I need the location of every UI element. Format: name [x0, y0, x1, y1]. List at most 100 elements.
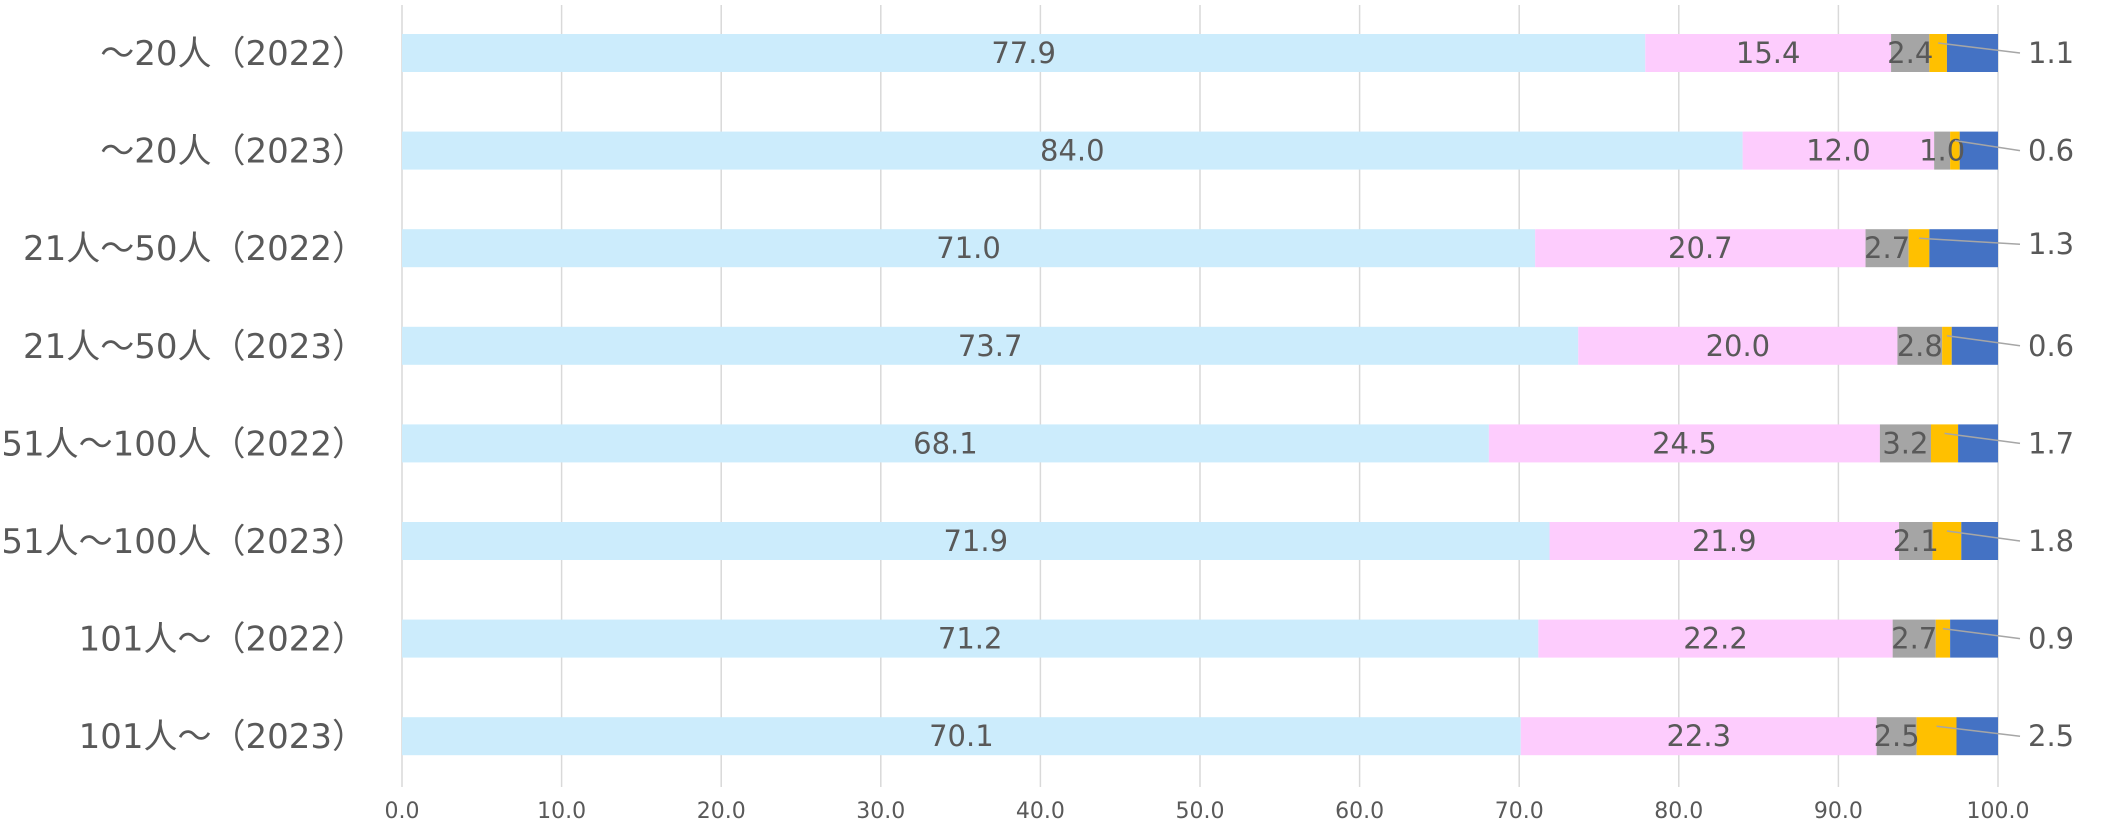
- bar-segment: [1934, 131, 1951, 170]
- data-label: 0.9: [2028, 622, 2074, 656]
- bar-segment: [1959, 131, 1998, 170]
- data-label: 15.4: [1736, 36, 1801, 70]
- x-tick-label: 40.0: [1016, 799, 1065, 824]
- data-label: 70.1: [929, 719, 994, 753]
- bar-segment: [402, 522, 1550, 560]
- bar-segment: [1578, 326, 1898, 365]
- data-label: 21.9: [1692, 524, 1757, 558]
- data-label: 71.2: [938, 622, 1003, 656]
- data-label: 71.9: [943, 524, 1008, 558]
- bar-segment: [1742, 131, 1935, 170]
- data-label: 84.0: [1040, 134, 1105, 168]
- data-label: 2.4: [1887, 36, 1933, 70]
- bar-segment: [402, 619, 1539, 658]
- grid-lines: [401, 5, 1999, 787]
- leader-line: [1946, 530, 2021, 542]
- category-label: 51人～100人（2023）: [1, 522, 366, 562]
- bar-segment: [402, 131, 1743, 170]
- data-label: 1.3: [2028, 227, 2074, 261]
- bar-segment: [402, 229, 1536, 268]
- bar-segment: [1916, 717, 1957, 756]
- category-label: ～20人（2023）: [100, 132, 366, 172]
- bar-segment: [1535, 229, 1866, 268]
- data-label: 73.7: [958, 329, 1023, 363]
- x-tick-label: 70.0: [1495, 799, 1544, 824]
- bar-segment: [1645, 34, 1892, 72]
- x-tick-label: 80.0: [1654, 799, 1703, 824]
- bar-segment: [1930, 424, 1959, 463]
- x-tick-label: 50.0: [1176, 799, 1225, 824]
- x-tick-label: 0.0: [385, 799, 420, 824]
- x-tick-label: 20.0: [697, 799, 746, 824]
- leader-line: [1946, 335, 2021, 347]
- bar-segment: [1865, 229, 1909, 268]
- leader-line: [1936, 725, 2021, 737]
- leader-line: [1944, 432, 2021, 445]
- bar-segment: [1950, 131, 1960, 170]
- category-label: ～20人（2022）: [100, 34, 366, 74]
- bar-segment: [1520, 717, 1877, 756]
- bar-segment: [1951, 326, 1998, 365]
- data-label: 22.3: [1666, 719, 1731, 753]
- bar-segment: [1958, 424, 1998, 463]
- x-tick-label: 10.0: [537, 799, 586, 824]
- x-tick-label: 100.0: [1967, 799, 2030, 824]
- data-label: 3.2: [1882, 426, 1928, 460]
- bar-segment: [1935, 619, 1951, 658]
- category-label: 21人～50人（2022）: [23, 229, 366, 269]
- bar-segment: [402, 424, 1489, 463]
- bar-segment: [402, 34, 1646, 72]
- bar-segment: [1891, 34, 1930, 72]
- bar-segment: [1946, 34, 1998, 72]
- x-tick-label: 60.0: [1335, 799, 1384, 824]
- bar-segment: [1950, 619, 1998, 658]
- data-label: 22.2: [1683, 622, 1748, 656]
- data-label: 2.5: [2028, 719, 2074, 753]
- bar-segment: [1549, 522, 1900, 560]
- data-label: 24.5: [1652, 426, 1717, 460]
- leader-line: [1918, 237, 2021, 245]
- data-label: 77.9: [991, 36, 1056, 70]
- bar-segment: [1961, 522, 1998, 560]
- category-label: 21人～50人（2023）: [23, 327, 366, 367]
- leader-line: [1954, 139, 2021, 152]
- data-label: 1.7: [2028, 426, 2074, 460]
- data-label: 0.6: [2028, 134, 2074, 168]
- bar-segment: [1876, 717, 1917, 756]
- category-label: 101人～（2022）: [79, 620, 366, 660]
- leader-lines: [1918, 42, 2021, 737]
- data-label: 2.7: [1891, 622, 1937, 656]
- data-label: 20.0: [1706, 329, 1771, 363]
- category-label: 101人～（2023）: [79, 717, 366, 757]
- data-label: 20.7: [1668, 231, 1733, 265]
- category-labels: ～20人（2022） ～20人（2023） 21人～50人（2022） 21人～50人…: [1, 34, 366, 757]
- bars: [402, 34, 1998, 756]
- leader-line: [1938, 42, 2021, 54]
- data-label: 68.1: [913, 426, 978, 460]
- bar-segment: [1892, 619, 1936, 658]
- bar-segment: [1897, 326, 1943, 365]
- bar-segment: [1908, 229, 1930, 268]
- x-tick-labels: 0.0 10.0 20.0 30.0 40.0 50.0 60.0 70.0 80.0 90.0 1…: [385, 799, 2030, 824]
- bar-segment: [1956, 717, 1998, 756]
- bar-segment: [1488, 424, 1880, 463]
- x-tick-label: 30.0: [856, 799, 905, 824]
- bar-segment: [1538, 619, 1893, 658]
- data-label: 1.0: [1919, 134, 1965, 168]
- bar-segment: [1942, 326, 1952, 365]
- data-labels: 77.9 15.4 2.4 1.1 84.0 12.0 1.0 0.6 71.0 20.7 2.7 1…: [913, 36, 2074, 753]
- data-label: 2.1: [1893, 524, 1939, 558]
- data-label: 71.0: [936, 231, 1001, 265]
- data-label: 2.7: [1864, 231, 1910, 265]
- data-label: 1.1: [2028, 36, 2074, 70]
- bar-segment: [402, 326, 1579, 365]
- data-label: 2.8: [1897, 329, 1943, 363]
- category-label: 51人～100人（2022）: [1, 424, 366, 464]
- bar-segment: [1929, 229, 1998, 268]
- data-label: 1.8: [2028, 524, 2074, 558]
- bar-segment: [1899, 522, 1933, 560]
- data-label: 0.6: [2028, 329, 2074, 363]
- leader-line: [1942, 627, 2021, 640]
